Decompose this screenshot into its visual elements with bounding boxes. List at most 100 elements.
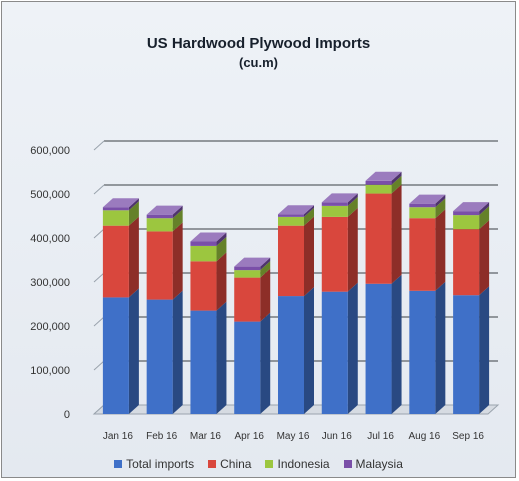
bar-malaysia-side — [304, 205, 314, 217]
y-tick-label: 100,000 — [30, 365, 70, 377]
bar-malaysia-top — [453, 202, 490, 212]
bar-malaysia — [234, 266, 261, 271]
bar-total-imports — [234, 321, 261, 414]
bar-indonesia-side — [128, 201, 139, 226]
bar-indonesia — [102, 210, 129, 226]
gridline-depth — [93, 228, 105, 239]
plot-area: 0 100,000 200,000 300,000 400,000 500,000 600,… — [30, 140, 500, 442]
legend-item-malaysia: Malaysia — [343, 457, 403, 471]
bar-china-side — [216, 252, 227, 311]
bar-total-imports-side — [304, 287, 314, 414]
bar-indonesia-side — [435, 198, 446, 219]
bar-indonesia-side — [391, 175, 402, 194]
bar-china-side — [479, 220, 490, 296]
bar-china — [234, 277, 261, 322]
bar-malaysia-top — [365, 171, 402, 181]
bar-malaysia — [321, 202, 348, 206]
gridline-depth — [93, 360, 105, 371]
bar-malaysia-top — [102, 198, 139, 208]
x-tick-label: May 16 — [277, 431, 310, 442]
bar-malaysia — [102, 207, 129, 211]
bar-malaysia — [278, 214, 304, 217]
bar-china-side — [391, 184, 402, 284]
legend-item-china: China — [208, 457, 251, 471]
x-tick-label: Jan 16 — [103, 431, 133, 442]
bar-total-imports-side — [347, 282, 358, 414]
legend-label-malaysia: Malaysia — [355, 457, 403, 471]
bar-total-imports-side — [260, 312, 271, 414]
y-tick-label: 300,000 — [30, 277, 70, 289]
bar-malaysia-side — [347, 193, 358, 206]
legend-swatch-malaysia — [343, 460, 352, 468]
gridline-depth — [93, 140, 105, 151]
bar-malaysia-side — [216, 232, 227, 246]
bar-malaysia — [365, 180, 392, 185]
x-tick-label: Sep 16 — [452, 431, 484, 442]
bar-china — [409, 218, 436, 291]
bar-total-imports — [146, 299, 173, 414]
y-tick-label: 200,000 — [30, 321, 70, 333]
legend: Total imports China Indonesia Malaysia — [2, 457, 515, 471]
bar-indonesia-side — [260, 261, 271, 278]
legend-label-china: China — [220, 457, 252, 471]
bar-china-side — [347, 207, 358, 292]
bar-indonesia-side — [347, 196, 358, 217]
bar-china — [190, 261, 217, 311]
y-tick-label: 0 — [64, 409, 70, 421]
bar-total-imports-side — [128, 288, 139, 414]
chart-title: US Hardwood Plywood Imports — [146, 35, 371, 52]
bar-china-side — [172, 222, 183, 300]
y-tick-label: 500,000 — [30, 189, 70, 201]
bar-total-imports-side — [216, 301, 227, 414]
x-tick-label: Apr 16 — [234, 431, 264, 442]
bar-malaysia-top — [146, 205, 183, 215]
bar-china — [321, 216, 348, 292]
y-tick-label: 600,000 — [30, 145, 70, 157]
legend-swatch-china — [208, 460, 217, 468]
bar-indonesia-side — [479, 206, 490, 230]
bar-indonesia-side — [216, 236, 227, 262]
bar-indonesia — [146, 218, 173, 232]
x-tick-label: Jun 16 — [322, 431, 352, 442]
bar-total-imports — [365, 283, 392, 414]
x-tick-label: Feb 16 — [146, 431, 178, 442]
bar-malaysia-side — [435, 194, 446, 208]
bar-china — [365, 193, 392, 284]
y-tick-label: 400,000 — [30, 233, 70, 245]
bar-total-imports-side — [479, 286, 490, 414]
bar-china-side — [304, 216, 314, 297]
bar-indonesia — [453, 215, 480, 230]
legend-swatch-total-imports — [114, 460, 123, 468]
bar-total-imports-side — [172, 290, 183, 414]
bar-total-imports — [321, 291, 348, 414]
legend-swatch-indonesia — [265, 460, 274, 468]
bar-indonesia — [190, 245, 217, 262]
x-tick-label: Aug 16 — [408, 431, 440, 442]
bar-malaysia — [453, 211, 480, 216]
bar-china — [102, 225, 129, 298]
chart-subtitle: (cu.m) — [239, 55, 278, 70]
x-tick-label: Jul 16 — [367, 431, 394, 442]
bar-malaysia-side — [391, 171, 402, 185]
bar-total-imports — [190, 310, 217, 414]
bar-total-imports — [453, 295, 480, 414]
legend-label-indonesia: Indonesia — [277, 457, 330, 471]
bar-malaysia-top — [409, 194, 446, 204]
bar-indonesia — [234, 270, 261, 278]
bar-china — [453, 229, 480, 296]
legend-item-indonesia: Indonesia — [265, 457, 330, 471]
bar-malaysia — [146, 214, 173, 219]
bar-malaysia-top — [321, 193, 358, 203]
bar-indonesia-side — [304, 207, 314, 226]
bar-malaysia — [409, 203, 436, 208]
gridline-depth — [93, 316, 105, 327]
bar-china — [278, 225, 304, 297]
bar-indonesia — [321, 205, 348, 217]
bar-total-imports-side — [435, 281, 446, 414]
bar-malaysia-top — [190, 232, 227, 242]
bar-total-imports — [278, 296, 304, 414]
bar-china — [146, 231, 173, 300]
gridline-depth — [93, 272, 105, 283]
bar-indonesia — [409, 207, 436, 219]
